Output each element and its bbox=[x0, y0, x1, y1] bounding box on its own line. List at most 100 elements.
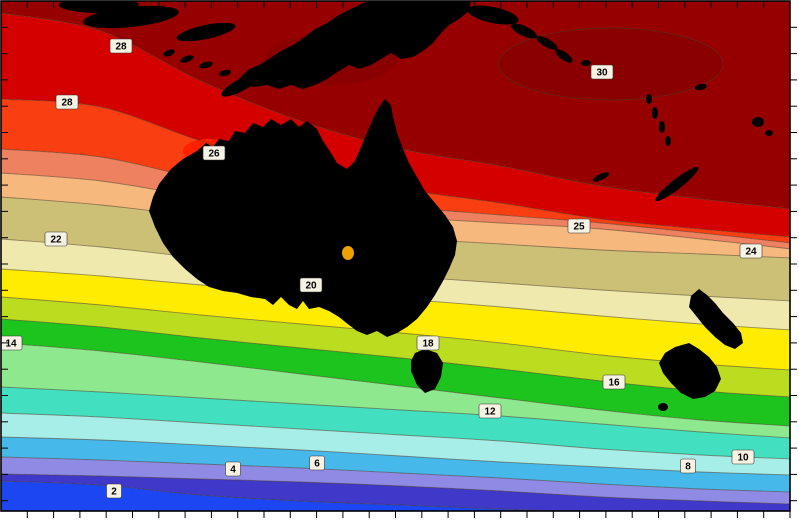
isotherm-contour-line bbox=[1, 386, 790, 439]
land-tasmania bbox=[411, 349, 443, 393]
isotherm-contour-line bbox=[1, 456, 790, 493]
contour-label-box bbox=[106, 483, 122, 499]
land-island bbox=[659, 121, 665, 133]
contour-label-box bbox=[55, 94, 79, 110]
contour-label-25: 25 bbox=[567, 218, 591, 234]
land-island bbox=[581, 60, 591, 66]
contour-label-text: 28 bbox=[115, 42, 127, 53]
contour-label-text: 30 bbox=[596, 68, 608, 79]
temp-band-10-12 bbox=[1, 387, 790, 459]
isotherm-contour-line bbox=[1, 473, 790, 505]
map-frame bbox=[0, 0, 791, 512]
landmass-layer bbox=[59, 1, 773, 411]
warm-pool-patch bbox=[498, 27, 724, 101]
land-island bbox=[219, 69, 231, 77]
contour-label-box bbox=[567, 218, 591, 234]
land-island bbox=[199, 61, 213, 69]
contour-label-4: 4 bbox=[225, 461, 241, 477]
temp-band-8-10 bbox=[1, 413, 790, 475]
contour-label-box bbox=[739, 243, 763, 259]
temp-band-25-26 bbox=[1, 149, 790, 249]
land-island bbox=[180, 55, 194, 63]
temp-band-14-16 bbox=[1, 319, 790, 426]
land-new-guinea bbox=[239, 1, 471, 89]
contour-label-22: 22 bbox=[44, 231, 68, 247]
temp-band-12-14 bbox=[1, 343, 790, 438]
contour-label-26: 26 bbox=[202, 145, 226, 161]
contour-label-2: 2 bbox=[106, 483, 122, 499]
land-island bbox=[658, 403, 668, 411]
contour-label-text: 10 bbox=[737, 453, 749, 464]
contour-labels: 28 30 28 26 22 25 24 20 18 14 16 12 10 8 6 4 2 bbox=[1, 38, 763, 499]
contour-label-box bbox=[1, 335, 23, 351]
contour-label-16: 16 bbox=[602, 374, 626, 390]
inland-lake-spot bbox=[342, 246, 354, 260]
temp-band-16-18 bbox=[1, 297, 790, 397]
temp-band-28-30 bbox=[1, 13, 790, 237]
contour-label-text: 4 bbox=[230, 465, 236, 476]
contour-label-text: 16 bbox=[608, 378, 620, 389]
temp-band-24-25 bbox=[1, 173, 790, 258]
contour-label-30: 30 bbox=[590, 64, 614, 80]
contour-label-text: 28 bbox=[61, 98, 73, 109]
land-island bbox=[665, 136, 671, 146]
contour-label-12: 12 bbox=[478, 403, 502, 419]
contour-label-box bbox=[309, 455, 325, 471]
contour-label-28: 28 bbox=[109, 38, 133, 54]
contour-label-box bbox=[590, 64, 614, 80]
contour-label-text: 8 bbox=[685, 462, 691, 473]
isotherm-contour-line bbox=[1, 480, 578, 511]
contour-label-box bbox=[731, 449, 755, 465]
axis-ticks bbox=[1, 1, 797, 518]
land-island bbox=[695, 83, 707, 91]
contour-label-box bbox=[416, 335, 440, 351]
contour-label-box bbox=[109, 38, 133, 54]
contour-label-20: 20 bbox=[299, 277, 323, 293]
contour-label-text: 25 bbox=[573, 222, 585, 233]
contour-label-10: 10 bbox=[731, 449, 755, 465]
contour-label-box bbox=[44, 231, 68, 247]
isotherm-contour-line bbox=[1, 342, 790, 427]
contour-label-text: 18 bbox=[422, 339, 434, 350]
contour-label-6: 6 bbox=[309, 455, 325, 471]
contour-label-text: 26 bbox=[208, 149, 220, 160]
land-island bbox=[163, 49, 175, 57]
contour-label-28: 28 bbox=[55, 94, 79, 110]
contour-label-text: 2 bbox=[111, 487, 117, 498]
land-island bbox=[655, 166, 699, 202]
land-island bbox=[221, 73, 261, 97]
contour-label-18: 18 bbox=[416, 335, 440, 351]
contour-label-box bbox=[478, 403, 502, 419]
temp-band-4-6 bbox=[1, 457, 790, 504]
contour-label-box bbox=[299, 277, 323, 293]
isotherm-contour-line bbox=[1, 318, 790, 398]
land-island bbox=[59, 1, 139, 13]
plot-area: 28 30 28 26 22 25 24 20 18 14 16 12 10 8 6 4 2 bbox=[1, 1, 790, 511]
contour-label-text: 20 bbox=[305, 281, 317, 292]
contour-label-box bbox=[225, 461, 241, 477]
contour-label-text: 22 bbox=[50, 235, 62, 246]
land-nz-north-island bbox=[689, 289, 743, 349]
temp-band-2-4 bbox=[1, 474, 790, 511]
isotherm-contour-line bbox=[1, 436, 790, 476]
contour-label-14: 14 bbox=[1, 335, 23, 351]
land-island bbox=[467, 5, 519, 25]
contour-label-8: 8 bbox=[680, 458, 696, 474]
contour-label-box bbox=[680, 458, 696, 474]
land-island bbox=[652, 107, 658, 119]
contour-label-text: 24 bbox=[745, 247, 757, 258]
land-island bbox=[511, 23, 537, 39]
land-island bbox=[536, 36, 558, 50]
contour-label-box bbox=[602, 374, 626, 390]
contour-label-24: 24 bbox=[739, 243, 763, 259]
contour-label-text: 6 bbox=[314, 459, 320, 470]
land-island bbox=[765, 130, 773, 136]
land-island bbox=[646, 94, 652, 104]
isotherm-contour-line bbox=[1, 412, 790, 460]
land-island bbox=[176, 22, 236, 42]
temp-band-lt-2 bbox=[1, 481, 562, 511]
land-nz-south-island bbox=[659, 343, 721, 399]
contour-label-box bbox=[202, 145, 226, 161]
